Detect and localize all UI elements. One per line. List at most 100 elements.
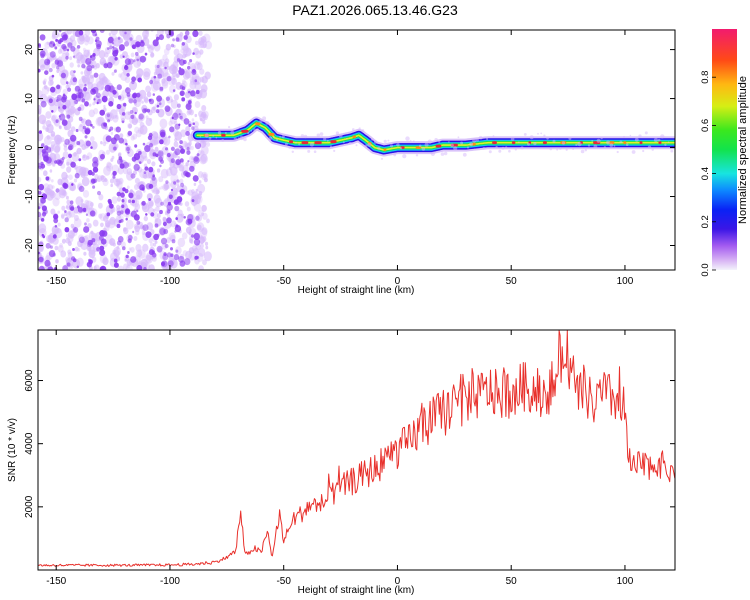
snr-y-label: SNR (10 * v/v) [7, 418, 18, 482]
noise-dot [62, 104, 67, 110]
noise-dot [121, 112, 126, 116]
noise-dot [162, 221, 167, 227]
ridge-core [383, 148, 387, 152]
noise-dot [67, 42, 73, 48]
noise-dot [136, 209, 139, 213]
noise-halo [52, 163, 56, 167]
noise-halo [188, 232, 192, 236]
noise-halo [81, 176, 90, 187]
noise-halo [98, 194, 104, 201]
colorbar-label: Normalized spectral amplitude [737, 76, 749, 224]
ridge-fringe [215, 136, 218, 139]
noise-dot [75, 128, 79, 133]
noise-dot [117, 236, 124, 243]
ridge-fringe [389, 144, 394, 148]
ridge-fringe [631, 150, 636, 154]
noise-dot [78, 158, 82, 162]
noise-halo [196, 80, 200, 85]
noise-halo [120, 241, 126, 248]
ridge-fringe [396, 143, 400, 147]
noise-halo [110, 183, 113, 188]
colorbar-gradient [712, 29, 737, 270]
noise-dot [170, 247, 173, 251]
noise-dot [78, 236, 85, 244]
noise-halo [56, 137, 60, 142]
noise-halo [186, 142, 191, 148]
noise-dot [156, 95, 163, 102]
noise-dot [42, 235, 46, 239]
noise-dot [125, 217, 128, 221]
noise-halo [171, 260, 176, 266]
noise-halo [141, 225, 146, 232]
noise-halo [178, 164, 185, 172]
noise-dot [93, 178, 98, 184]
ridge-core [221, 133, 226, 137]
noise-halo [205, 245, 209, 250]
noise-dot [52, 253, 56, 257]
noise-dot [159, 164, 162, 168]
noise-dot [152, 174, 155, 178]
x-tick-label: -150 [46, 276, 66, 287]
noise-dot [49, 245, 53, 249]
noise-halo [104, 125, 109, 131]
ridge-fringe [642, 149, 645, 153]
noise-halo [153, 194, 161, 204]
ridge-fringe [288, 146, 291, 149]
ridge-fringe [520, 146, 524, 150]
noise-halo [73, 98, 78, 105]
colorbar-tick-label: 0.6 [700, 119, 711, 132]
noise-dot [118, 156, 123, 161]
ridge-fringe [319, 132, 324, 136]
noise-dot [122, 246, 126, 251]
noise-halo [102, 257, 109, 266]
noise-halo [57, 210, 60, 214]
noise-dot [164, 105, 171, 112]
noise-dot [131, 156, 137, 162]
noise-halo [154, 76, 160, 85]
ridge-fringe [537, 132, 539, 135]
noise-halo [191, 189, 195, 194]
noise-halo [146, 193, 153, 201]
ridge-core [435, 144, 442, 148]
noise-halo [198, 247, 206, 257]
noise-dot [129, 110, 134, 114]
ridge-core [268, 133, 275, 136]
ridge-fringe [316, 133, 320, 137]
noise-halo [38, 146, 42, 156]
noise-halo [143, 71, 151, 80]
noise-halo [93, 265, 97, 270]
noise-dot [117, 36, 121, 40]
x-tick-label: 50 [506, 576, 518, 587]
noise-dot [74, 172, 80, 179]
noise-halo [55, 259, 59, 264]
ridge-core [289, 140, 294, 144]
ridge-fringe [434, 138, 438, 142]
noise-dot [125, 142, 128, 146]
noise-halo [201, 105, 207, 112]
ridge-fringe [638, 134, 642, 138]
noise-halo [115, 114, 119, 120]
ridge-fringe [444, 151, 448, 156]
noise-dot [99, 109, 105, 116]
noise-dot [99, 30, 105, 33]
noise-halo [184, 69, 192, 79]
noise-halo [79, 166, 87, 176]
noise-halo [205, 40, 212, 50]
noise-halo [117, 265, 125, 270]
noise-halo [124, 111, 132, 120]
noise-halo [82, 47, 86, 52]
noise-dot [64, 138, 70, 145]
noise-dot [185, 131, 190, 136]
noise-dot [138, 161, 142, 165]
noise-halo [160, 168, 169, 179]
noise-dot [113, 258, 118, 263]
noise-dot [165, 96, 170, 102]
noise-halo [199, 76, 205, 83]
noise-halo [45, 111, 52, 119]
noise-dot [111, 42, 115, 45]
noise-dot [128, 58, 134, 65]
noise-dot [185, 218, 192, 226]
noise-dot [40, 218, 45, 222]
noise-halo [38, 241, 45, 252]
x-tick-label: 100 [617, 576, 634, 587]
